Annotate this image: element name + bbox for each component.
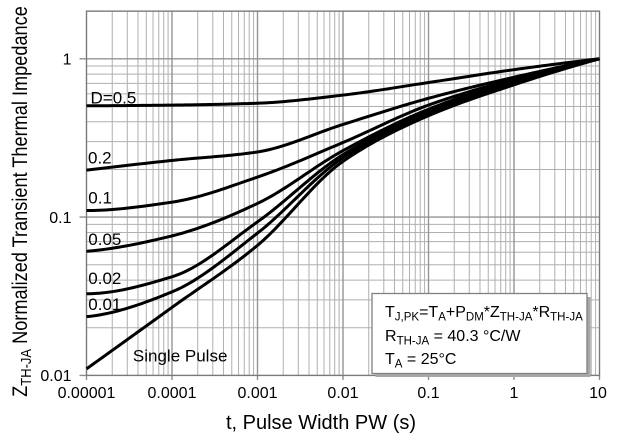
svg-text:0.0001: 0.0001 [148,385,197,402]
svg-text:0.1: 0.1 [417,385,439,402]
svg-text:10: 10 [589,385,607,402]
svg-text:0.1: 0.1 [88,189,112,208]
svg-text:D=0.5: D=0.5 [91,89,137,108]
svg-text:TA = 25°C: TA = 25°C [385,351,456,371]
svg-text:t, Pulse Width PW (s): t, Pulse Width PW (s) [226,412,416,434]
svg-text:0.001: 0.001 [237,385,277,402]
svg-text:ZTH-JA Normalized Transient Th: ZTH-JA Normalized Transient Thermal Impe… [9,6,35,397]
svg-text:0.01: 0.01 [40,368,71,385]
svg-text:0.01: 0.01 [88,295,121,314]
svg-text:0.2: 0.2 [88,149,112,168]
svg-text:0.1: 0.1 [49,210,71,227]
svg-text:0.05: 0.05 [88,230,121,249]
svg-text:0.02: 0.02 [88,269,121,288]
svg-text:1: 1 [63,52,72,69]
svg-text:0.00001: 0.00001 [58,385,116,402]
svg-text:TJ,PK=TA+PDM*ZTH-JA*RTH-JA: TJ,PK=TA+PDM*ZTH-JA*RTH-JA [385,304,583,324]
svg-text:0.01: 0.01 [327,385,358,402]
svg-text:Single Pulse: Single Pulse [133,347,228,366]
svg-text:1: 1 [510,385,519,402]
